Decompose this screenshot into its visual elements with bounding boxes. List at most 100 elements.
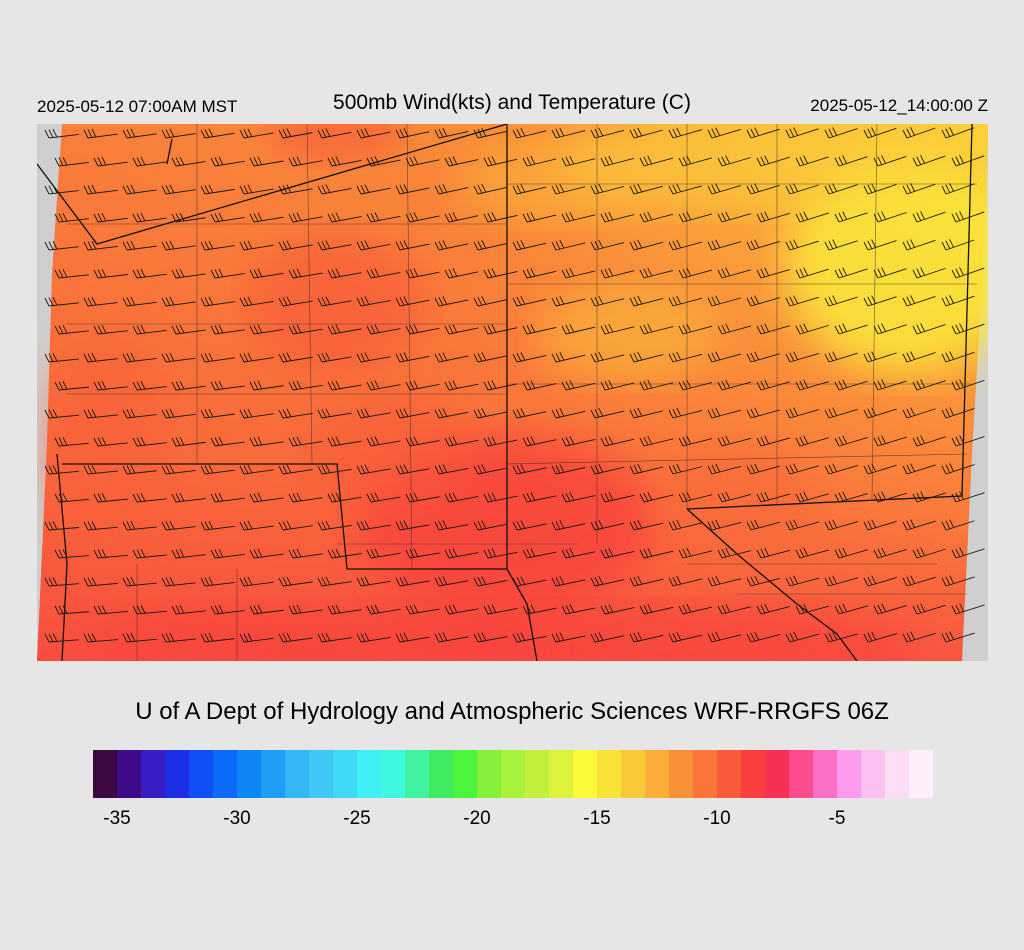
wind-barb xyxy=(760,381,790,391)
wind-barb-flag xyxy=(746,241,752,251)
wind-barb-flag xyxy=(356,577,362,587)
wind-barb xyxy=(409,271,440,279)
wind-barb-flag xyxy=(793,127,799,136)
wind-barb xyxy=(682,325,713,335)
wind-barb xyxy=(438,467,469,475)
wind-barb xyxy=(682,438,713,447)
wind-barb xyxy=(58,218,89,223)
wind-barb-flag xyxy=(126,129,132,138)
wind-barb-flag xyxy=(725,379,731,389)
wind-barb xyxy=(87,302,118,307)
wind-barb-flag xyxy=(331,437,337,446)
wind-barb xyxy=(750,577,781,587)
wind-barb-flag xyxy=(364,408,370,417)
wind-barb-flag xyxy=(608,548,614,557)
wind-barb-flag xyxy=(598,295,604,305)
wind-barb-flag xyxy=(715,295,721,305)
wind-barb-flag xyxy=(725,211,731,220)
wind-barb-flag xyxy=(448,549,454,558)
wind-barb xyxy=(370,608,401,615)
wind-barb-flag xyxy=(48,521,54,530)
wind-barb-flag xyxy=(746,521,752,531)
wind-barb-flag xyxy=(356,297,362,307)
wind-barb-flag xyxy=(647,604,653,613)
wind-barb xyxy=(799,212,829,223)
wind-barb-flag xyxy=(473,185,479,195)
wind-barb xyxy=(828,633,859,643)
wind-barb xyxy=(955,323,985,335)
wind-barb-flag xyxy=(366,325,372,335)
wind-barb-flag xyxy=(243,521,249,530)
wind-barb xyxy=(409,440,440,447)
wind-barb-flag xyxy=(409,437,415,446)
wind-barb xyxy=(282,581,313,587)
wind-barb-flag xyxy=(551,409,557,419)
warm-core-great-basin xyxy=(247,234,427,374)
wind-barb-flag xyxy=(910,407,916,416)
wind-barb-flag xyxy=(867,520,873,530)
wind-barb-flag xyxy=(442,408,448,417)
wind-barb xyxy=(214,385,245,391)
wind-barb-flag xyxy=(725,155,731,164)
wind-barb xyxy=(438,411,469,419)
wind-barb xyxy=(604,382,635,391)
wind-barb-flag xyxy=(101,436,107,446)
wind-barb-flag xyxy=(647,379,653,389)
wind-barb-flag xyxy=(824,521,830,531)
wind-barb xyxy=(48,414,79,419)
wind-barb-flag xyxy=(764,155,770,164)
wind-barb xyxy=(370,215,401,223)
wind-barb-flag xyxy=(842,155,848,164)
wind-barb-flag xyxy=(707,297,713,307)
wind-barb-flag xyxy=(795,381,801,391)
wind-barb-flag xyxy=(916,156,922,165)
wind-barb-flag xyxy=(97,493,103,502)
wind-barb-flag xyxy=(902,465,908,475)
wind-barb-flag xyxy=(725,491,731,501)
wind-barb-flag xyxy=(487,380,493,390)
wind-barb-flag xyxy=(838,492,844,502)
wind-barb-flag xyxy=(179,492,185,502)
wind-barb xyxy=(682,494,713,503)
wind-barb xyxy=(243,132,274,139)
wind-barb-flag xyxy=(559,127,565,137)
wind-barb xyxy=(906,127,936,139)
wind-barb-flag xyxy=(243,353,249,362)
wind-barb-flag xyxy=(555,464,561,474)
wind-barb xyxy=(565,158,596,167)
wind-barb xyxy=(87,189,118,195)
wind-barb-flag xyxy=(444,213,450,223)
wind-barb-flag xyxy=(877,212,883,221)
wind-barb-flag xyxy=(902,241,908,251)
wind-barb-flag xyxy=(707,409,713,419)
wind-barb xyxy=(253,272,284,279)
wind-barb-flag xyxy=(871,351,877,360)
wind-barb xyxy=(165,582,196,587)
wind-barb xyxy=(565,382,596,391)
wind-barb xyxy=(282,244,313,251)
wind-barb-flag xyxy=(93,213,99,223)
wind-barb xyxy=(760,549,791,559)
wind-barb-flag xyxy=(941,297,947,307)
wind-barb-flag xyxy=(629,633,635,643)
wind-barb-flag xyxy=(179,156,185,166)
wind-barb-flag xyxy=(44,129,50,139)
wind-barb-flag xyxy=(639,437,645,447)
wind-barb-flag xyxy=(243,129,249,138)
wind-barb-flag xyxy=(91,577,97,586)
wind-barb-flag xyxy=(483,493,489,503)
wind-barb-flag xyxy=(633,464,639,474)
wind-barb xyxy=(799,549,830,559)
wind-barb-flag xyxy=(842,547,848,556)
wind-barb xyxy=(516,130,547,139)
wind-barb-flag xyxy=(643,380,649,390)
wind-barb xyxy=(331,159,362,167)
wind-barb-flag xyxy=(561,381,567,391)
wind-barb-flag xyxy=(331,325,337,334)
wind-barb-flag xyxy=(877,324,883,333)
wind-barb-flag xyxy=(672,408,678,418)
wind-barb-flag xyxy=(873,269,879,279)
wind-barb-flag xyxy=(881,491,887,500)
wind-barb-flag xyxy=(321,185,327,194)
wind-barb-flag xyxy=(600,269,606,279)
